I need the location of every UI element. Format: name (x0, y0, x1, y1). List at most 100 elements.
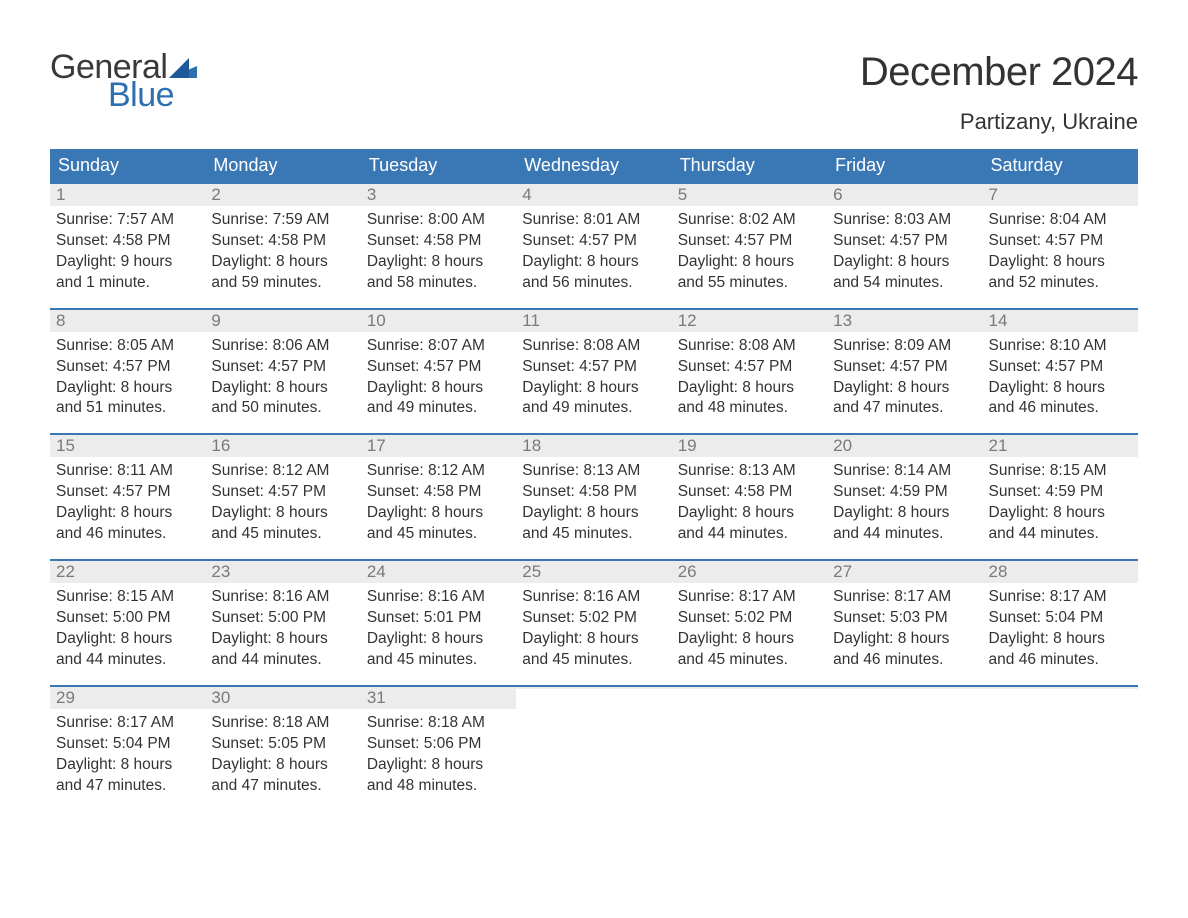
flag-icon (169, 58, 197, 78)
day-d2: and 1 minute. (56, 273, 199, 294)
day-d1: Daylight: 8 hours (211, 755, 354, 776)
day-ss: Sunset: 5:02 PM (678, 608, 821, 629)
day-sr: Sunrise: 8:17 AM (833, 587, 976, 608)
day-d2: and 48 minutes. (367, 776, 510, 797)
day-sr: Sunrise: 8:07 AM (367, 336, 510, 357)
calendar-week: 8Sunrise: 8:05 AMSunset: 4:57 PMDaylight… (50, 308, 1138, 420)
day-d1: Daylight: 8 hours (522, 503, 665, 524)
day-number: 5 (672, 184, 827, 206)
day-ss: Sunset: 4:57 PM (833, 357, 976, 378)
calendar-week: 29Sunrise: 8:17 AMSunset: 5:04 PMDayligh… (50, 685, 1138, 797)
day-d1: Daylight: 8 hours (56, 629, 199, 650)
day-details: Sunrise: 8:13 AMSunset: 4:58 PMDaylight:… (516, 457, 671, 545)
day-number: 7 (983, 184, 1138, 206)
day-details: Sunrise: 8:11 AMSunset: 4:57 PMDaylight:… (50, 457, 205, 545)
day-number: 2 (205, 184, 360, 206)
calendar-day: 8Sunrise: 8:05 AMSunset: 4:57 PMDaylight… (50, 310, 205, 420)
day-sr: Sunrise: 8:13 AM (678, 461, 821, 482)
dow-friday: Friday (827, 149, 982, 182)
day-details: Sunrise: 7:59 AMSunset: 4:58 PMDaylight:… (205, 206, 360, 294)
calendar-day: 22Sunrise: 8:15 AMSunset: 5:00 PMDayligh… (50, 561, 205, 671)
day-sr: Sunrise: 8:08 AM (678, 336, 821, 357)
day-sr: Sunrise: 8:18 AM (367, 713, 510, 734)
day-details: Sunrise: 8:17 AMSunset: 5:04 PMDaylight:… (50, 709, 205, 797)
day-sr: Sunrise: 8:16 AM (367, 587, 510, 608)
day-ss: Sunset: 4:57 PM (522, 231, 665, 252)
day-d1: Daylight: 8 hours (211, 629, 354, 650)
day-number: 18 (516, 435, 671, 457)
day-details: Sunrise: 8:01 AMSunset: 4:57 PMDaylight:… (516, 206, 671, 294)
day-sr: Sunrise: 8:11 AM (56, 461, 199, 482)
day-d1: Daylight: 8 hours (989, 378, 1132, 399)
dow-monday: Monday (205, 149, 360, 182)
calendar-day: 12Sunrise: 8:08 AMSunset: 4:57 PMDayligh… (672, 310, 827, 420)
day-d1: Daylight: 8 hours (989, 629, 1132, 650)
day-d2: and 46 minutes. (833, 650, 976, 671)
day-number: 27 (827, 561, 982, 583)
day-sr: Sunrise: 8:18 AM (211, 713, 354, 734)
day-d2: and 44 minutes. (211, 650, 354, 671)
day-d1: Daylight: 9 hours (56, 252, 199, 273)
logo-text-bottom: Blue (108, 78, 197, 112)
day-ss: Sunset: 4:57 PM (833, 231, 976, 252)
day-d1: Daylight: 8 hours (367, 378, 510, 399)
day-d2: and 45 minutes. (522, 650, 665, 671)
day-details: Sunrise: 8:12 AMSunset: 4:58 PMDaylight:… (361, 457, 516, 545)
day-details: Sunrise: 8:04 AMSunset: 4:57 PMDaylight:… (983, 206, 1138, 294)
calendar-day (983, 687, 1138, 797)
day-sr: Sunrise: 8:17 AM (56, 713, 199, 734)
day-details: Sunrise: 8:12 AMSunset: 4:57 PMDaylight:… (205, 457, 360, 545)
day-ss: Sunset: 4:58 PM (522, 482, 665, 503)
day-number: 10 (361, 310, 516, 332)
day-ss: Sunset: 4:57 PM (211, 482, 354, 503)
day-d2: and 44 minutes. (833, 524, 976, 545)
calendar-day (672, 687, 827, 797)
calendar-day: 3Sunrise: 8:00 AMSunset: 4:58 PMDaylight… (361, 184, 516, 294)
day-number: 19 (672, 435, 827, 457)
day-d1: Daylight: 8 hours (522, 378, 665, 399)
calendar-page: General Blue December 2024 Partizany, Uk… (0, 0, 1188, 796)
day-ss: Sunset: 4:57 PM (211, 357, 354, 378)
calendar-day: 17Sunrise: 8:12 AMSunset: 4:58 PMDayligh… (361, 435, 516, 545)
day-number: 24 (361, 561, 516, 583)
day-d2: and 54 minutes. (833, 273, 976, 294)
dow-thursday: Thursday (672, 149, 827, 182)
day-d1: Daylight: 8 hours (678, 252, 821, 273)
day-d1: Daylight: 8 hours (211, 252, 354, 273)
month-title: December 2024 (860, 50, 1138, 95)
day-ss: Sunset: 4:57 PM (522, 357, 665, 378)
day-d2: and 47 minutes. (211, 776, 354, 797)
day-d1: Daylight: 8 hours (367, 252, 510, 273)
calendar-day (516, 687, 671, 797)
calendar-day: 1Sunrise: 7:57 AMSunset: 4:58 PMDaylight… (50, 184, 205, 294)
day-sr: Sunrise: 8:05 AM (56, 336, 199, 357)
calendar-day (827, 687, 982, 797)
day-number: 26 (672, 561, 827, 583)
location: Partizany, Ukraine (860, 109, 1138, 135)
calendar-week: 1Sunrise: 7:57 AMSunset: 4:58 PMDaylight… (50, 182, 1138, 294)
day-ss: Sunset: 4:58 PM (367, 482, 510, 503)
day-details: Sunrise: 8:00 AMSunset: 4:58 PMDaylight:… (361, 206, 516, 294)
day-details: Sunrise: 8:13 AMSunset: 4:58 PMDaylight:… (672, 457, 827, 545)
day-d2: and 58 minutes. (367, 273, 510, 294)
day-ss: Sunset: 4:57 PM (56, 482, 199, 503)
calendar-day: 24Sunrise: 8:16 AMSunset: 5:01 PMDayligh… (361, 561, 516, 671)
day-number: 12 (672, 310, 827, 332)
day-d1: Daylight: 8 hours (56, 503, 199, 524)
day-d1: Daylight: 8 hours (522, 629, 665, 650)
day-ss: Sunset: 5:03 PM (833, 608, 976, 629)
day-ss: Sunset: 4:58 PM (678, 482, 821, 503)
day-d1: Daylight: 8 hours (522, 252, 665, 273)
day-sr: Sunrise: 8:14 AM (833, 461, 976, 482)
day-details: Sunrise: 8:16 AMSunset: 5:01 PMDaylight:… (361, 583, 516, 671)
day-ss: Sunset: 5:01 PM (367, 608, 510, 629)
day-d1: Daylight: 8 hours (367, 629, 510, 650)
day-d1: Daylight: 8 hours (989, 503, 1132, 524)
calendar-day: 13Sunrise: 8:09 AMSunset: 4:57 PMDayligh… (827, 310, 982, 420)
day-ss: Sunset: 5:05 PM (211, 734, 354, 755)
day-d2: and 46 minutes. (989, 650, 1132, 671)
day-sr: Sunrise: 8:17 AM (989, 587, 1132, 608)
calendar-day: 16Sunrise: 8:12 AMSunset: 4:57 PMDayligh… (205, 435, 360, 545)
day-d1: Daylight: 8 hours (678, 378, 821, 399)
day-sr: Sunrise: 8:00 AM (367, 210, 510, 231)
